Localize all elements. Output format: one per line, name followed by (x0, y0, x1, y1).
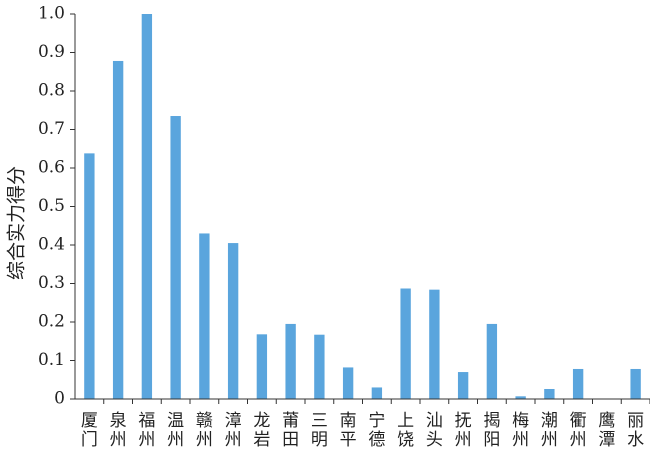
y-tick-label: 0.8 (38, 81, 65, 101)
y-tick-label: 0 (54, 389, 65, 409)
y-tick-label: 1.0 (38, 4, 65, 24)
x-tick-label: 抚州 (455, 411, 472, 450)
y-tick-label: 0.9 (38, 42, 65, 62)
bar-13 (429, 289, 440, 399)
bar-1 (84, 153, 95, 399)
y-tick-label: 0.1 (38, 350, 65, 370)
x-tick-label: 福州 (138, 411, 155, 450)
bar-2 (112, 60, 124, 399)
bar-4 (170, 116, 181, 400)
x-tick-label: 厦门 (81, 411, 98, 450)
y-tick-label: 0.2 (38, 312, 65, 332)
x-tick-label: 揭阳 (483, 411, 500, 450)
bar-9 (314, 334, 325, 399)
bar-14 (457, 372, 469, 399)
x-tick-label: 三明 (311, 411, 328, 450)
bar-16 (515, 396, 526, 399)
bar-20 (630, 368, 641, 399)
x-tick-label: 潮州 (541, 411, 558, 450)
x-tick-label: 泉州 (110, 411, 127, 450)
x-tick-label: 上饶 (397, 411, 414, 450)
y-axis-title: 综合实力得分 (6, 166, 28, 280)
bar-5 (199, 233, 210, 399)
y-tick-label: 0.7 (38, 119, 65, 139)
y-tick-label: 0.3 (38, 273, 65, 293)
x-tick-label: 梅州 (512, 411, 529, 450)
y-tick-label: 0.5 (38, 196, 65, 216)
x-tick-label: 龙岩 (253, 411, 270, 450)
x-tick-label: 丽水 (627, 411, 644, 450)
x-tick-label: 漳州 (225, 411, 242, 450)
x-tick-label: 莆田 (282, 411, 299, 450)
bar-7 (256, 334, 268, 399)
x-tick-label: 宁德 (368, 411, 385, 450)
bar-18 (572, 368, 584, 399)
x-tick-label: 汕头 (426, 411, 443, 450)
bar-17 (544, 388, 555, 399)
bar-6 (227, 243, 239, 399)
y-tick-label: 0.4 (38, 235, 65, 255)
x-tick-label: 鹰潭 (598, 411, 615, 450)
x-tick-label: 衢州 (570, 410, 587, 450)
x-tick-label: 赣州 (196, 411, 213, 450)
x-tick-label: 温州 (167, 411, 184, 450)
bar-8 (285, 323, 296, 399)
y-axis: 0 0.1 0.2 0.3 0.4 0.5 0.6 0.7 0.8 0.9 1.0 (38, 4, 76, 409)
bar-10 (342, 367, 354, 399)
x-tick-label: 南平 (340, 411, 357, 450)
bar-3 (141, 14, 153, 399)
bar-12 (400, 288, 411, 399)
y-tick-label: 0.6 (38, 158, 65, 178)
bar-15 (486, 323, 498, 399)
bar-11 (371, 387, 383, 399)
bars-group (84, 14, 641, 400)
